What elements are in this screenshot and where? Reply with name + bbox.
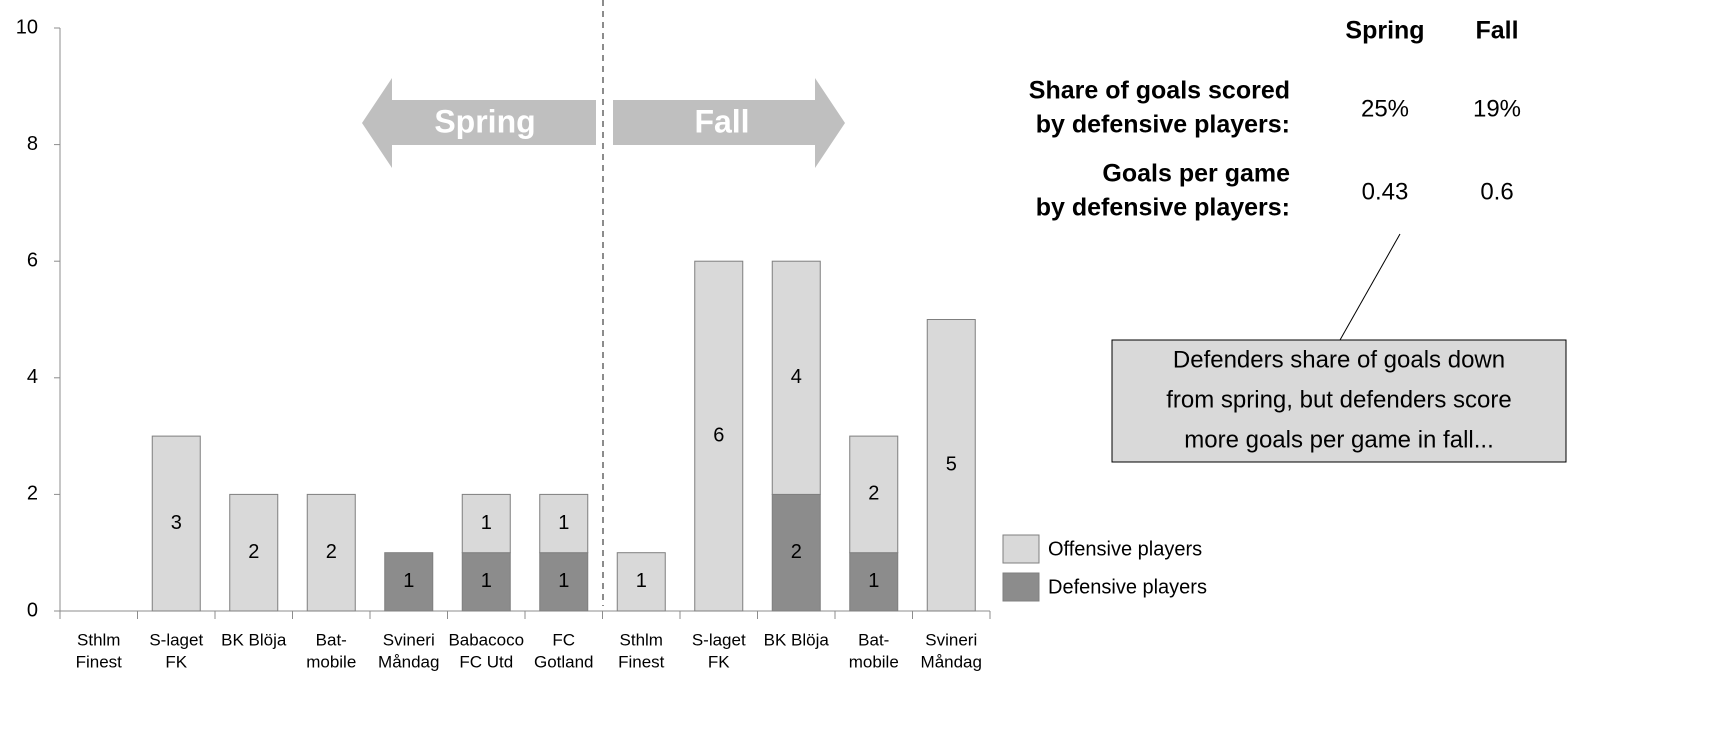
bar-segment bbox=[306, 493, 356, 612]
y-tick-label: 8 bbox=[27, 133, 38, 155]
stats-header: Spring bbox=[1345, 17, 1424, 45]
x-tick-label: S-laget bbox=[149, 630, 203, 649]
callout-text: Defenders share of goals down bbox=[1173, 346, 1505, 373]
data-label: 2 bbox=[868, 483, 879, 505]
legend-label: Defensive players bbox=[1048, 576, 1207, 598]
data-label: 1 bbox=[868, 570, 879, 592]
x-tick-label: Gotland bbox=[534, 652, 594, 671]
stats-value: 19% bbox=[1473, 95, 1521, 122]
bar-segment bbox=[694, 260, 744, 612]
data-label: 1 bbox=[481, 570, 492, 592]
bar-segment bbox=[384, 552, 434, 612]
x-tick-label: BK Blöja bbox=[221, 630, 287, 649]
bar-segment bbox=[151, 435, 201, 612]
data-label: 4 bbox=[791, 366, 802, 388]
bar-segment bbox=[926, 319, 976, 612]
bar-segment bbox=[539, 493, 589, 554]
stats-row-label: by defensive players: bbox=[1036, 111, 1290, 139]
data-label: 3 bbox=[171, 512, 182, 534]
fall-label: Fall bbox=[694, 103, 749, 139]
bar-segment bbox=[849, 435, 899, 554]
data-label: 6 bbox=[713, 424, 724, 446]
x-tick-label: Svineri bbox=[383, 630, 435, 649]
callout-text: from spring, but defenders score bbox=[1166, 386, 1512, 413]
callout-box bbox=[1111, 339, 1567, 463]
bar-segment bbox=[849, 552, 899, 612]
y-tick-label: 6 bbox=[27, 249, 38, 271]
y-tick-label: 2 bbox=[27, 483, 38, 505]
y-tick-label: 4 bbox=[27, 366, 38, 388]
x-tick-label: FC bbox=[552, 630, 575, 649]
legend-swatch bbox=[1002, 534, 1040, 564]
bar-segment bbox=[539, 552, 589, 612]
x-tick-label: S-laget bbox=[692, 630, 746, 649]
x-tick-label: Sthlm bbox=[620, 630, 663, 649]
stats-value: 0.43 bbox=[1362, 178, 1409, 205]
x-tick-label: Måndag bbox=[921, 652, 982, 671]
fall-arrow bbox=[613, 78, 845, 168]
x-tick-label: FK bbox=[708, 652, 730, 671]
stats-header: Fall bbox=[1475, 17, 1518, 45]
data-label: 1 bbox=[481, 512, 492, 534]
legend-label: Offensive players bbox=[1048, 538, 1202, 560]
data-label: 2 bbox=[326, 541, 337, 563]
x-tick-label: FC Utd bbox=[459, 652, 513, 671]
spring-arrow bbox=[362, 78, 596, 168]
y-tick-label: 10 bbox=[16, 16, 38, 38]
stats-row-label: by defensive players: bbox=[1036, 194, 1290, 222]
legend-swatch bbox=[1002, 572, 1040, 602]
stats-row-label: Goals per game bbox=[1102, 160, 1290, 188]
x-tick-label: mobile bbox=[306, 652, 356, 671]
stats-value: 0.6 bbox=[1480, 178, 1513, 205]
data-label: 1 bbox=[636, 570, 647, 592]
data-label: 2 bbox=[248, 541, 259, 563]
data-label: 1 bbox=[558, 512, 569, 534]
x-tick-label: Svineri bbox=[925, 630, 977, 649]
x-tick-label: Finest bbox=[618, 652, 665, 671]
y-tick-label: 0 bbox=[27, 599, 38, 621]
x-tick-label: BK Blöja bbox=[764, 630, 830, 649]
x-tick-label: Måndag bbox=[378, 652, 439, 671]
bar-segment bbox=[461, 493, 511, 554]
bar-segment bbox=[771, 260, 821, 495]
x-tick-label: Finest bbox=[76, 652, 123, 671]
data-label: 1 bbox=[403, 570, 414, 592]
bar-segment bbox=[771, 493, 821, 612]
x-tick-label: mobile bbox=[849, 652, 899, 671]
bar-segment bbox=[229, 493, 279, 612]
x-tick-label: Bat- bbox=[858, 630, 889, 649]
callout-text: more goals per game in fall... bbox=[1184, 426, 1493, 453]
stats-value: 25% bbox=[1361, 95, 1409, 122]
data-label: 5 bbox=[946, 454, 957, 476]
callout-pointer bbox=[1339, 233, 1401, 341]
x-tick-label: Babacoco bbox=[448, 630, 524, 649]
x-tick-label: Sthlm bbox=[77, 630, 120, 649]
stats-row-label: Share of goals scored bbox=[1029, 77, 1290, 105]
x-tick-label: Bat- bbox=[316, 630, 347, 649]
spring-label: Spring bbox=[434, 103, 535, 139]
bar-segment bbox=[461, 552, 511, 612]
x-tick-label: FK bbox=[165, 652, 187, 671]
data-label: 2 bbox=[791, 541, 802, 563]
bar-segment bbox=[616, 552, 666, 612]
data-label: 1 bbox=[558, 570, 569, 592]
